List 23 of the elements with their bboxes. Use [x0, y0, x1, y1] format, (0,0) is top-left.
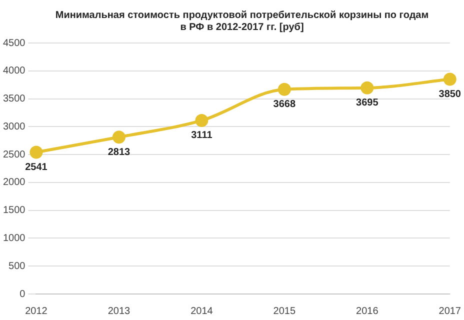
data-label: 3668: [273, 99, 296, 110]
y-tick-label: 1000: [2, 232, 26, 244]
y-tick-label: 2500: [2, 149, 26, 160]
x-tick-label: 2016: [356, 306, 379, 317]
x-tick-label: 2013: [108, 306, 131, 317]
y-tick-label: 3000: [2, 121, 26, 132]
y-tick-label: 1500: [2, 205, 26, 216]
x-tick-label: 2014: [190, 306, 214, 317]
data-label: 3111: [191, 130, 213, 142]
data-label: 2813: [108, 146, 131, 158]
data-label: 3695: [356, 98, 379, 109]
y-tick-label: 4000: [2, 66, 26, 77]
y-tick-label: 4500: [2, 38, 26, 49]
x-tick-label: 2012: [25, 306, 48, 317]
chart-title: Минимальная стоимость продуктовой потребительской корзины по годам в РФ в 2012-2017 гг. [руб]: [54, 10, 430, 34]
y-tick-label: 500: [8, 260, 26, 272]
x-tick-label: 2015: [273, 306, 296, 317]
data-label: 2541: [25, 162, 48, 174]
data-label: 3850: [438, 89, 462, 100]
x-tick-label: 2017: [438, 306, 462, 317]
y-tick-label: 0: [20, 288, 26, 300]
y-tick-label: 3500: [2, 94, 26, 105]
y-tick-label: 2000: [2, 177, 26, 188]
